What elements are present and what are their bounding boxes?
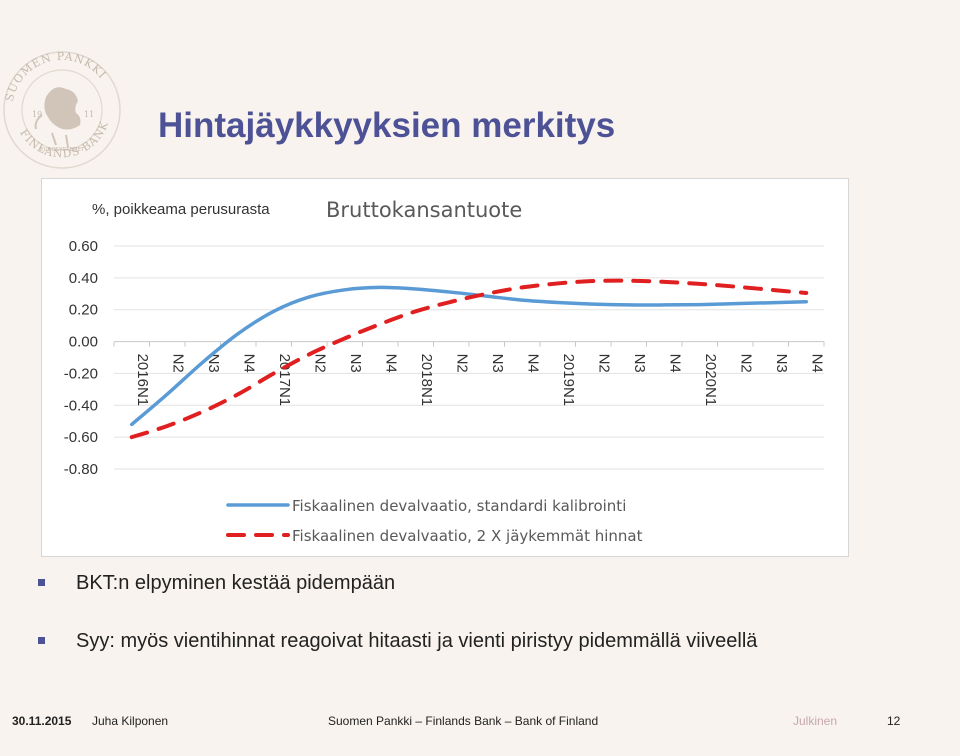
- bullet-text: BKT:n elpyminen kestää pidempään: [76, 572, 396, 594]
- y-tick-label: 0.20: [69, 302, 98, 319]
- x-tick-label: N4: [382, 354, 399, 373]
- y-tick-label: 0.40: [69, 270, 98, 287]
- chart-series: [129, 278, 809, 440]
- x-axis-tick-labels: 2016N1 N2 N3 N4 2017N1 N2 N3 N4 2018N1 N2 N3 N4 2019…: [113, 341, 825, 407]
- footer-page-number: 12: [887, 714, 901, 728]
- chart-title: Bruttokansantuote: [326, 198, 522, 222]
- x-tick-label: 2016N1: [134, 354, 151, 407]
- y-tick-label: -0.60: [64, 429, 98, 446]
- slide-title: Hintajäykkyyksien merkitys: [158, 106, 616, 145]
- x-tick-label: N4: [666, 354, 683, 373]
- x-tick-label: N2: [311, 354, 328, 373]
- logo-text-side: EUROSYSTEMET: [40, 147, 85, 153]
- x-tick-label: 2019N1: [560, 354, 577, 407]
- logo-year-right: 11: [84, 110, 94, 119]
- footer-classification: Julkinen: [793, 714, 838, 728]
- legend-label-2: Fiskaalinen devalvaatio, 2 X jäykemmät h…: [292, 527, 643, 545]
- chart-legend: Fiskaalinen devalvaatio, standardi kalib…: [226, 497, 643, 545]
- x-tick-label: 2020N1: [702, 354, 719, 407]
- x-tick-label: N3: [773, 354, 790, 373]
- x-tick-label: N4: [240, 354, 257, 373]
- y-axis-label: %, poikkeama perusurasta: [92, 201, 270, 218]
- x-tick-label: 2017N1: [276, 354, 293, 407]
- x-tick-label: N4: [524, 354, 541, 373]
- bullet-square-icon: [38, 579, 45, 586]
- line-chart: 0.60 0.40 0.20 0.00 -0.20 -0.40 -0.60 -0.80 201…: [64, 198, 825, 545]
- y-axis-tick-labels: 0.60 0.40 0.20 0.00 -0.20 -0.40 -0.60 -0.80: [64, 238, 98, 478]
- footer-organization: Suomen Pankki – Finlands Bank – Bank of …: [328, 714, 599, 728]
- bullet-text: Syy: myös vientihinnat reagoivat hitaast…: [76, 630, 758, 652]
- x-tick-label: N2: [453, 354, 470, 373]
- x-tick-label: N3: [631, 354, 648, 373]
- lion-icon: [34, 87, 81, 148]
- series-line-1: [130, 285, 808, 427]
- x-tick-label: N2: [737, 354, 754, 373]
- y-tick-label: -0.20: [64, 365, 98, 382]
- y-tick-label: -0.40: [64, 397, 98, 414]
- x-tick-label: N4: [808, 354, 825, 373]
- chart-gridlines: [114, 245, 824, 470]
- footer-author: Juha Kilponen: [92, 714, 169, 728]
- footer-date: 30.11.2015: [12, 714, 72, 728]
- bullet-square-icon: [38, 637, 45, 644]
- x-tick-label: 2018N1: [418, 354, 435, 407]
- x-tick-label: N3: [489, 354, 506, 373]
- y-tick-label: 0.60: [69, 238, 98, 255]
- x-tick-label: N2: [595, 354, 612, 373]
- logo-year-left: 19: [32, 110, 42, 119]
- series-line-2: [129, 278, 809, 440]
- y-tick-label: 0.00: [69, 334, 98, 351]
- chart-container: 0.60 0.40 0.20 0.00 -0.20 -0.40 -0.60 -0.80 201…: [41, 178, 849, 557]
- legend-label-1: Fiskaalinen devalvaatio, standardi kalib…: [292, 497, 626, 515]
- x-tick-label: N2: [169, 354, 186, 373]
- suomen-pankki-logo: SUOMEN PANKKI FINLANDS BANK 19 11 EUROSY…: [3, 50, 121, 169]
- y-tick-label: -0.80: [64, 461, 98, 478]
- x-tick-label: N3: [347, 354, 364, 373]
